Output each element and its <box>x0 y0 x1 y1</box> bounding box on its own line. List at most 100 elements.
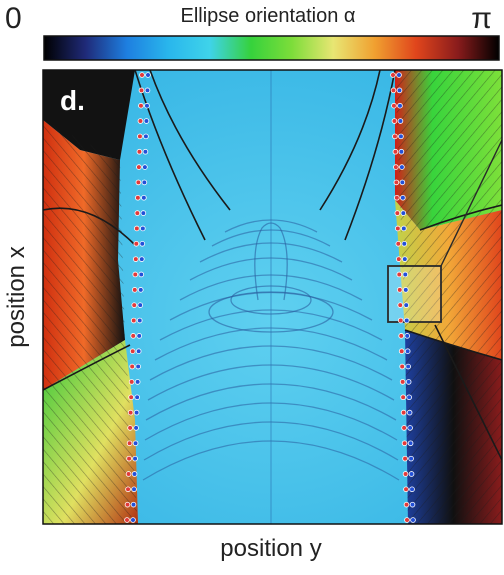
marker-negative <box>397 118 404 124</box>
marker-negative <box>405 363 411 370</box>
marker-positive <box>396 271 403 278</box>
orientation-map: d. <box>43 70 502 524</box>
marker-positive <box>391 118 398 124</box>
marker-negative <box>136 333 143 339</box>
marker-negative <box>402 287 409 293</box>
marker-negative <box>403 317 410 324</box>
marker-negative <box>141 194 147 201</box>
marker-positive <box>132 271 139 278</box>
marker-positive <box>131 287 138 293</box>
marker-positive <box>395 225 401 232</box>
marker-positive <box>137 133 143 140</box>
marker-negative <box>139 240 146 247</box>
singularity-markers <box>124 72 416 523</box>
marker-negative <box>401 240 408 247</box>
marker-positive <box>397 302 404 308</box>
marker-positive <box>135 179 142 186</box>
marker-positive <box>138 102 144 109</box>
marker-positive <box>390 72 396 78</box>
inset-box <box>387 265 442 323</box>
marker-negative <box>131 471 138 477</box>
marker-positive <box>400 394 406 401</box>
marker-negative <box>135 363 141 370</box>
marker-positive <box>399 363 405 370</box>
marker-negative <box>396 87 403 94</box>
marker-positive <box>131 302 138 308</box>
marker-positive <box>137 118 144 124</box>
marker-positive <box>401 440 408 447</box>
marker-negative <box>138 271 145 278</box>
marker-positive <box>132 256 139 262</box>
marker-positive <box>392 133 398 140</box>
marker-negative <box>396 72 402 78</box>
marker-negative <box>131 486 137 493</box>
marker-negative <box>409 501 416 508</box>
colorbar-max-label: π <box>471 2 492 35</box>
y-axis-label: position x <box>3 246 30 347</box>
right-hatch-overlay <box>395 70 502 524</box>
marker-negative <box>406 409 413 416</box>
colorbar-title: Ellipse orientation α <box>181 5 356 27</box>
marker-positive <box>124 501 131 508</box>
marker-negative <box>134 394 140 401</box>
marker-positive <box>129 348 136 355</box>
marker-negative <box>398 133 404 140</box>
colorbar-min-label: 0 <box>5 2 22 35</box>
marker-positive <box>403 501 410 508</box>
left-hatch-overlay <box>43 120 138 524</box>
marker-negative <box>144 102 150 109</box>
marker-negative <box>398 148 405 155</box>
marker-positive <box>403 486 409 493</box>
marker-negative <box>405 379 412 385</box>
marker-positive <box>130 317 137 324</box>
marker-positive <box>127 425 133 431</box>
colorbar: 0 Ellipse orientation α π <box>5 2 500 61</box>
marker-negative <box>144 87 151 94</box>
marker-negative <box>400 194 406 201</box>
marker-negative <box>403 302 410 308</box>
marker-negative <box>409 486 415 493</box>
marker-positive <box>139 72 145 78</box>
marker-positive <box>128 379 135 385</box>
marker-negative <box>133 425 139 431</box>
marker-positive <box>127 409 134 416</box>
marker-negative <box>137 302 144 308</box>
marker-negative <box>140 225 146 232</box>
marker-positive <box>395 240 402 247</box>
marker-positive <box>134 210 141 216</box>
marker-positive <box>126 440 133 447</box>
marker-positive <box>126 455 132 462</box>
marker-positive <box>394 194 400 201</box>
plot-frame <box>42 69 503 525</box>
colorbar-gradient <box>43 35 500 61</box>
marker-negative <box>141 179 148 186</box>
marker-positive <box>393 164 399 170</box>
marker-negative <box>135 348 142 355</box>
marker-positive <box>400 409 407 416</box>
marker-negative <box>397 102 403 109</box>
marker-negative <box>133 409 140 416</box>
marker-positive <box>128 394 134 401</box>
marker-positive <box>135 194 141 201</box>
marker-negative <box>143 118 150 124</box>
marker-negative <box>130 517 136 523</box>
marker-negative <box>132 455 138 462</box>
marker-negative <box>404 348 411 355</box>
marker-negative <box>407 440 414 447</box>
marker-negative <box>404 333 411 339</box>
marker-positive <box>401 425 407 431</box>
marker-positive <box>402 471 409 477</box>
marker-negative <box>143 133 149 140</box>
marker-positive <box>129 363 135 370</box>
inset-leader-line <box>440 139 502 267</box>
marker-negative <box>400 210 407 216</box>
marker-negative <box>399 179 406 186</box>
marker-negative <box>408 455 414 462</box>
marker-positive <box>134 225 140 232</box>
marker-positive <box>125 486 131 493</box>
marker-negative <box>134 379 141 385</box>
marker-positive <box>138 87 145 94</box>
marker-negative <box>401 225 407 232</box>
marker-positive <box>402 455 408 462</box>
